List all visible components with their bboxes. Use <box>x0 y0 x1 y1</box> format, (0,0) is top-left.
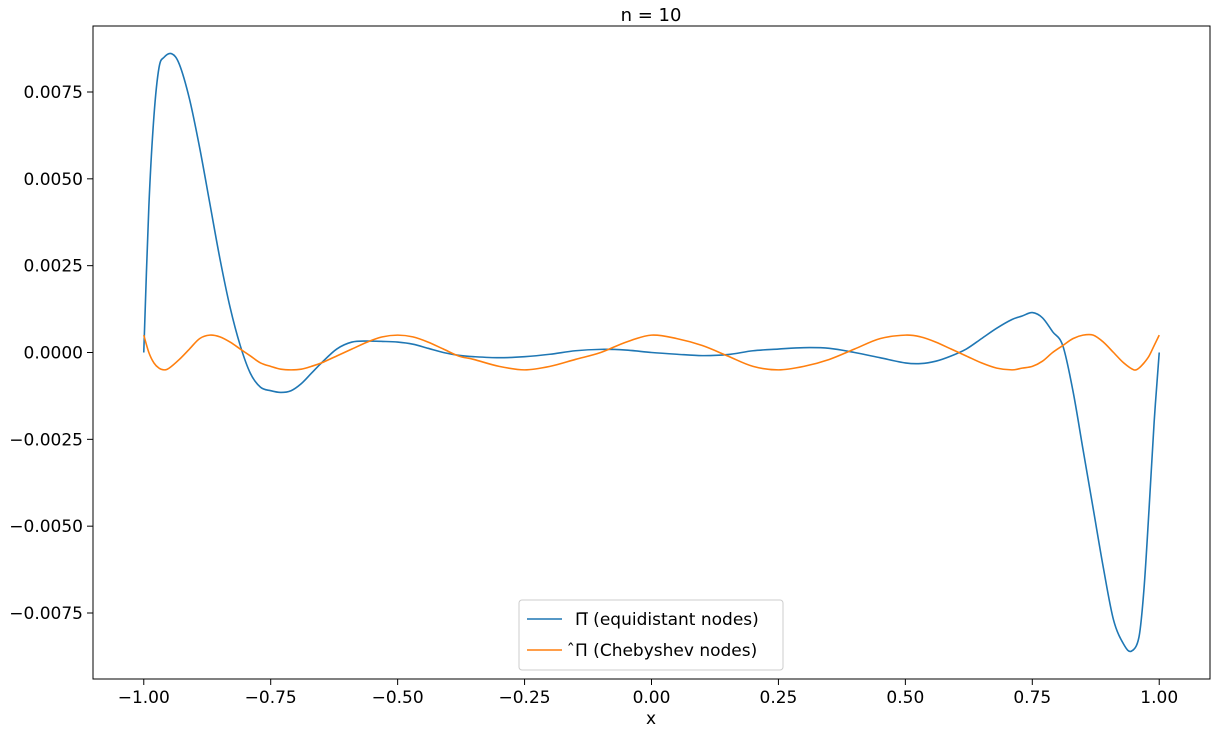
y-tick-label: 0.0025 <box>24 257 83 277</box>
y-tick-label: 0.0075 <box>24 83 83 103</box>
x-tick-label: 0.00 <box>633 688 671 708</box>
x-tick-label: −1.00 <box>118 688 170 708</box>
series-layer <box>142 52 1161 653</box>
y-tick-label: 0.0000 <box>24 344 83 364</box>
y-tick-label: −0.0025 <box>9 430 83 450</box>
series-line-chebyshev <box>143 333 1160 371</box>
chart-title: n = 10 <box>621 5 682 26</box>
legend-label-chebyshev: ̂Π (Chebyshev nodes) <box>568 641 757 661</box>
legend: Π̅ (equidistant nodes) ̂Π (Chebyshev nod… <box>518 599 784 671</box>
legend-label-equidistant: Π̅ (equidistant nodes) <box>575 610 759 630</box>
x-axis-ticks: −1.00 −0.75 −0.50 −0.25 0.00 0.25 0.50 0.75 1.00 <box>118 679 1178 708</box>
legend-box <box>518 599 784 671</box>
series-line-equidistant <box>142 52 1161 653</box>
y-axis-ticks: 0.0075 0.0050 0.0025 0.0000 −0.0025 −0.0050 −0… <box>9 83 93 624</box>
x-tick-label: 1.00 <box>1140 688 1178 708</box>
y-tick-label: 0.0050 <box>24 170 83 190</box>
x-axis-label: x <box>646 709 656 729</box>
x-tick-label: −0.75 <box>245 688 297 708</box>
x-tick-label: 0.25 <box>760 688 798 708</box>
x-tick-label: −0.50 <box>372 688 424 708</box>
y-tick-label: −0.0050 <box>9 517 83 537</box>
x-tick-label: −0.25 <box>499 688 551 708</box>
x-tick-label: 0.75 <box>1013 688 1051 708</box>
y-tick-label: −0.0075 <box>9 604 83 624</box>
x-tick-label: 0.50 <box>886 688 924 708</box>
